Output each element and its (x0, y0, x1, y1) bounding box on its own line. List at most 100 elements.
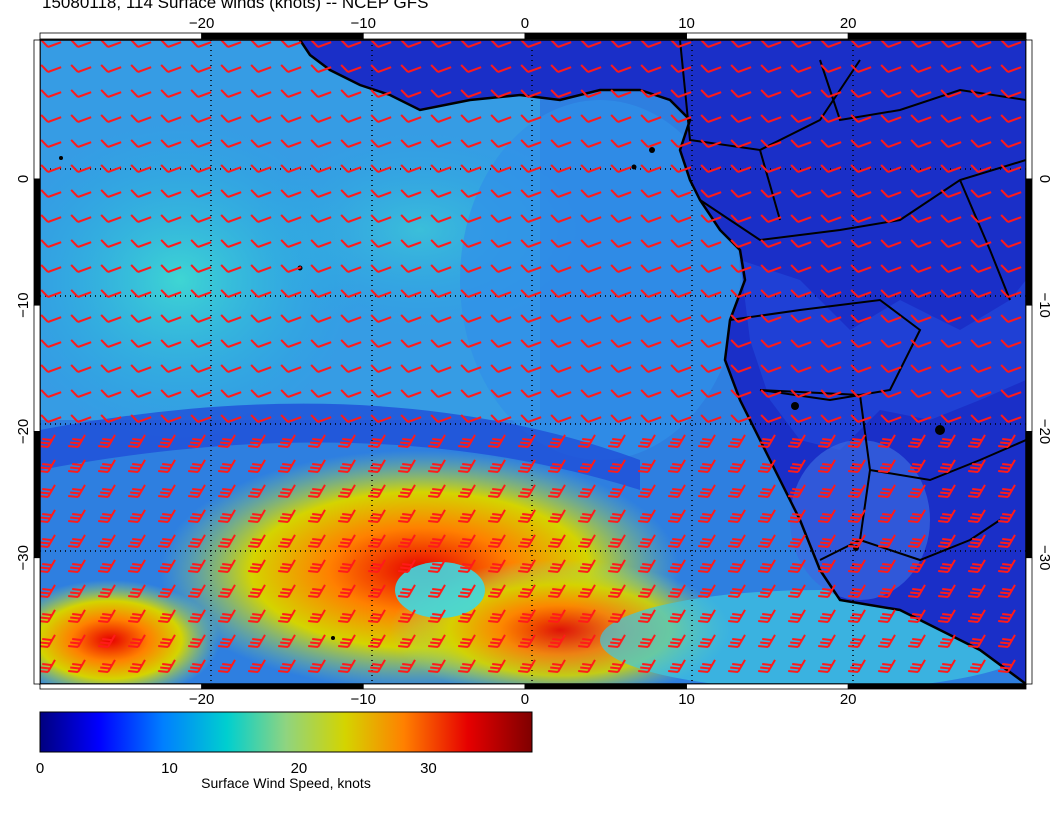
wind-barb (788, 659, 806, 673)
wind-barb (130, 389, 152, 398)
wind-barb (638, 559, 656, 573)
wind-barb (160, 189, 182, 198)
wind-barb (670, 64, 692, 73)
wind-barb (1000, 89, 1022, 98)
wind-barb (818, 659, 836, 673)
wind-barb (520, 139, 542, 148)
wind-barb (968, 434, 986, 448)
wind-barb (398, 634, 416, 648)
wind-barb (428, 584, 446, 598)
wind-barb (1000, 214, 1022, 223)
wind-barb (910, 214, 932, 223)
wind-barbs (40, 40, 1022, 673)
wind-barb (580, 289, 602, 298)
wind-barb (790, 139, 812, 148)
wind-barb (610, 189, 632, 198)
wind-barb (790, 364, 812, 373)
wind-barb (548, 634, 566, 648)
wind-barb (998, 609, 1016, 623)
wind-barb (788, 559, 806, 573)
wind-barb (40, 314, 62, 323)
wind-barb (730, 164, 752, 173)
wind-barb (848, 659, 866, 673)
wind-barb (68, 559, 86, 573)
wind-barb (248, 434, 266, 448)
wind-barb (368, 634, 386, 648)
wind-barb (160, 139, 182, 148)
wind-barb (938, 434, 956, 448)
wind-barb (250, 389, 272, 398)
wind-barb (520, 264, 542, 273)
wind-barb (128, 459, 146, 473)
wind-barb (938, 484, 956, 498)
wind-barb (460, 239, 482, 248)
wind-barb (370, 64, 392, 73)
wind-barb (400, 40, 422, 48)
wind-barb (670, 339, 692, 348)
x-tick-label-bottom: 20 (840, 691, 857, 708)
wind-barb (760, 139, 782, 148)
wind-barb (968, 584, 986, 598)
wind-barb (398, 609, 416, 623)
wind-barb (128, 484, 146, 498)
wind-barb (878, 459, 896, 473)
wind-barb (490, 89, 512, 98)
wind-barb (578, 509, 596, 523)
wind-barb (940, 389, 962, 398)
wind-barb (760, 164, 782, 173)
wind-barb (70, 89, 92, 98)
wind-barb (488, 434, 506, 448)
wind-barb (580, 414, 602, 423)
wind-barb (550, 314, 572, 323)
wind-barb (970, 239, 992, 248)
wind-barb (968, 459, 986, 473)
wind-barb (98, 584, 116, 598)
wind-barb (788, 484, 806, 498)
wind-barb (698, 434, 716, 448)
right-axis-bar (1025, 304, 1033, 432)
right-axis-bar (1025, 39, 1033, 180)
wind-barb (278, 434, 296, 448)
wind-barb (668, 434, 686, 448)
wind-barb (820, 64, 842, 73)
wind-barb (970, 214, 992, 223)
wind-barb (608, 534, 626, 548)
wind-barb (310, 264, 332, 273)
wind-barb (998, 534, 1016, 548)
x-tick-label-bottom: −20 (189, 691, 214, 708)
wind-barb (98, 634, 116, 648)
wind-barb (1000, 189, 1022, 198)
wind-barb (670, 389, 692, 398)
wind-barb (728, 634, 746, 648)
wind-barb (190, 189, 212, 198)
wind-barb (98, 559, 116, 573)
wind-barb (608, 609, 626, 623)
wind-barb (218, 434, 236, 448)
wind-barb (938, 509, 956, 523)
wind-barb (730, 139, 752, 148)
wind-speed-field (40, 40, 1026, 684)
wind-barb (728, 484, 746, 498)
wind-barb (758, 509, 776, 523)
wind-barb (790, 114, 812, 123)
wind-barb (340, 414, 362, 423)
wind-barb (488, 509, 506, 523)
wind-barb (610, 64, 632, 73)
wind-barb (340, 289, 362, 298)
wind-barb (308, 584, 326, 598)
wind-barb (310, 64, 332, 73)
wind-barb (370, 40, 392, 48)
wind-barb (308, 509, 326, 523)
wind-barb (760, 114, 782, 123)
wind-barb (128, 584, 146, 598)
wind-barb (700, 364, 722, 373)
wind-barb (460, 89, 482, 98)
wind-barb (100, 314, 122, 323)
wind-barb (460, 314, 482, 323)
wind-barb (190, 164, 212, 173)
wind-barb (520, 314, 542, 323)
wind-barb (280, 189, 302, 198)
wind-barb (280, 239, 302, 248)
wind-barb (520, 389, 542, 398)
wind-barb (730, 189, 752, 198)
